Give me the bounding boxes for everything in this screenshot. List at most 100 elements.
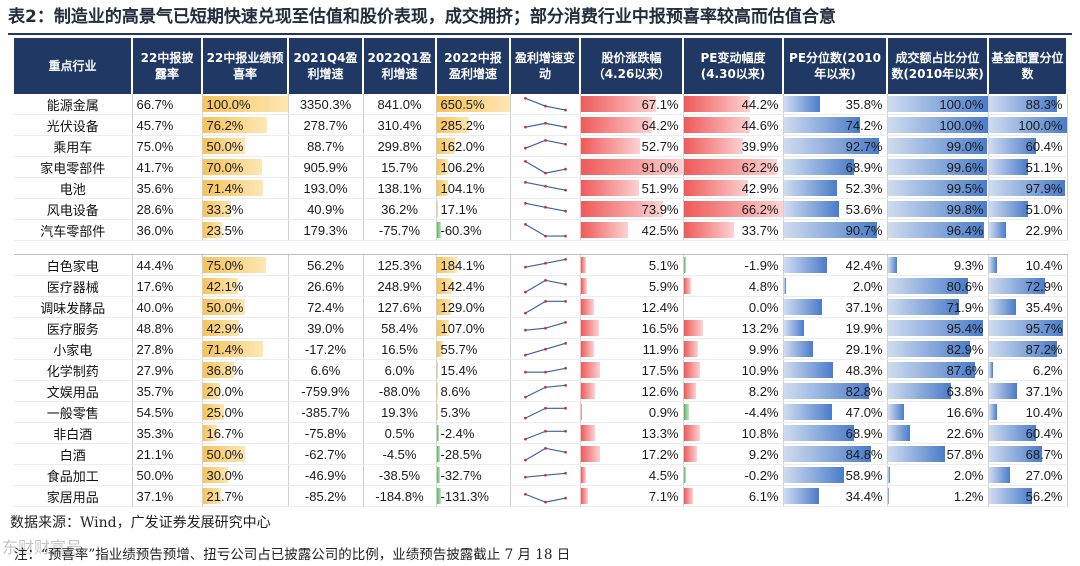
cell-value: 26.6% xyxy=(307,278,344,294)
cell-value: 162.0% xyxy=(440,138,485,154)
cell-value: 905.9% xyxy=(303,159,348,175)
price-cell: 7.1% xyxy=(580,485,684,508)
cell-value: 129.0% xyxy=(440,299,485,315)
turnover-cell: 63.8% xyxy=(887,380,989,403)
industry-name: 医疗器械 xyxy=(14,275,133,298)
q4-cell: -75.8% xyxy=(288,422,364,445)
h1-cell: -131.3% xyxy=(436,485,511,508)
data-bar xyxy=(988,222,1007,239)
data-bar xyxy=(988,488,1033,505)
data-bar xyxy=(683,159,777,176)
h1-cell: 5.3% xyxy=(436,401,511,424)
cell-value: 99.8% xyxy=(946,201,984,217)
cell-value: 95.7% xyxy=(1025,320,1063,336)
cell-value: 6.6% xyxy=(310,362,341,378)
turnover-cell: 71.9% xyxy=(887,296,989,319)
fund-cell: 10.4% xyxy=(988,254,1068,277)
cell-value: 92.7% xyxy=(845,138,883,154)
data-bar xyxy=(887,320,983,337)
data-bar xyxy=(436,425,439,442)
fund-cell: 60.4% xyxy=(988,135,1068,158)
cell-value: 5.9% xyxy=(648,278,679,294)
pepct-cell: 29.1% xyxy=(783,338,888,361)
data-bar xyxy=(988,425,1036,442)
cell-value: 310.4% xyxy=(377,117,422,133)
preglad-cell: 42.9% xyxy=(202,317,289,340)
cell-value: 10.4% xyxy=(1025,404,1063,420)
cell-value: -759.9% xyxy=(301,383,350,399)
cell-value: -1.9% xyxy=(744,257,779,273)
group-separator xyxy=(14,240,1067,256)
data-bar xyxy=(683,488,693,505)
cell-value: 82.8% xyxy=(845,383,883,399)
data-bar xyxy=(988,320,1064,337)
cell-value: 51.1% xyxy=(1025,159,1063,175)
trend-sparkline xyxy=(510,275,581,298)
data-bar xyxy=(202,257,267,274)
q4-cell: 179.3% xyxy=(288,219,364,242)
cell-value: 37.1% xyxy=(1025,383,1063,399)
h1-cell: 104.1% xyxy=(436,177,511,200)
industry-name: 电池 xyxy=(14,177,133,200)
industry-name: 小家电 xyxy=(14,338,133,361)
fund-cell: 51.1% xyxy=(988,156,1068,179)
cell-value: 17.6% xyxy=(136,278,174,294)
cell-value: 6.1% xyxy=(748,488,779,504)
cell-value: -4.5% xyxy=(382,446,417,462)
fund-cell: 6.2% xyxy=(988,359,1068,382)
cell-value: 9.9% xyxy=(748,341,779,357)
h1-cell: 8.6% xyxy=(436,380,511,403)
cell-value: 7.1% xyxy=(648,488,679,504)
data-bar xyxy=(783,383,869,400)
cell-value: 42.1% xyxy=(206,278,244,294)
cell-value: 72.4% xyxy=(307,299,344,315)
table-row: 文娱用品 35.7% 20.0% -759.9% -88.0% 8.6% 12.6% 8.2%… xyxy=(14,380,1068,403)
data-bar xyxy=(580,320,599,337)
cell-value: 72.9% xyxy=(1025,278,1063,294)
cell-value: 44.4% xyxy=(136,257,174,273)
data-bar xyxy=(202,425,217,442)
price-cell: 16.5% xyxy=(580,317,684,340)
data-bar xyxy=(436,138,455,155)
h1-cell: 55.7% xyxy=(436,338,511,361)
cell-value: 36.2% xyxy=(381,201,418,217)
industry-name: 白酒 xyxy=(14,443,133,466)
cell-value: 97.9% xyxy=(1025,180,1063,196)
cell-value: 50.0% xyxy=(136,467,174,483)
cell-value: 6.0% xyxy=(384,362,415,378)
cell-value: 48.3% xyxy=(845,362,883,378)
data-bar xyxy=(202,159,262,176)
cell-value: 8.2% xyxy=(748,383,779,399)
pepct-cell: 34.4% xyxy=(783,485,888,508)
trend-sparkline xyxy=(510,464,581,487)
pe-cell: -1.9% xyxy=(683,254,784,277)
cell-value: 71.4% xyxy=(206,341,244,357)
col-header: 成交额占比分位数(2010年以来) xyxy=(887,38,989,94)
data-bar xyxy=(988,362,994,379)
turnover-cell: 9.3% xyxy=(887,254,989,277)
cell-value: 95.4% xyxy=(946,320,984,336)
cell-value: 37.1% xyxy=(136,488,174,504)
data-bar xyxy=(436,404,438,421)
data-bar xyxy=(783,159,855,176)
table-row: 风电设备 28.6% 33.3% 40.9% 36.2% 17.1% 73.9% 66.2% 5… xyxy=(14,198,1068,221)
cell-value: 42.4% xyxy=(845,257,883,273)
h1-cell: -60.3% xyxy=(436,219,511,242)
table-row: 调味发酵品 40.0% 50.0% 72.4% 127.6% 129.0% 12.4% 0.0… xyxy=(14,296,1068,319)
fund-cell: 97.9% xyxy=(988,177,1068,200)
data-bar xyxy=(988,201,1029,218)
data-bar xyxy=(580,138,640,155)
data-bar xyxy=(202,488,221,505)
cell-value: 17.5% xyxy=(641,362,679,378)
footnote: 注：“预喜率”指业绩预告预增、扭亏公司占已披露公司的比例，业绩预告披露截止 7 … xyxy=(14,547,571,563)
cell-value: 87.6% xyxy=(946,362,984,378)
cell-value: -60.3% xyxy=(440,222,482,238)
industry-name: 一般零售 xyxy=(14,401,133,424)
cell-value: 35.3% xyxy=(136,425,174,441)
table-row: 医疗服务 48.8% 42.9% 39.0% 58.4% 107.0% 16.5% 13.2%… xyxy=(14,317,1068,340)
data-bar xyxy=(887,138,987,155)
cell-value: 84.8% xyxy=(845,446,883,462)
data-bar xyxy=(580,201,664,218)
preglad-cell: 71.4% xyxy=(202,338,289,361)
cell-value: -131.3% xyxy=(440,488,489,504)
